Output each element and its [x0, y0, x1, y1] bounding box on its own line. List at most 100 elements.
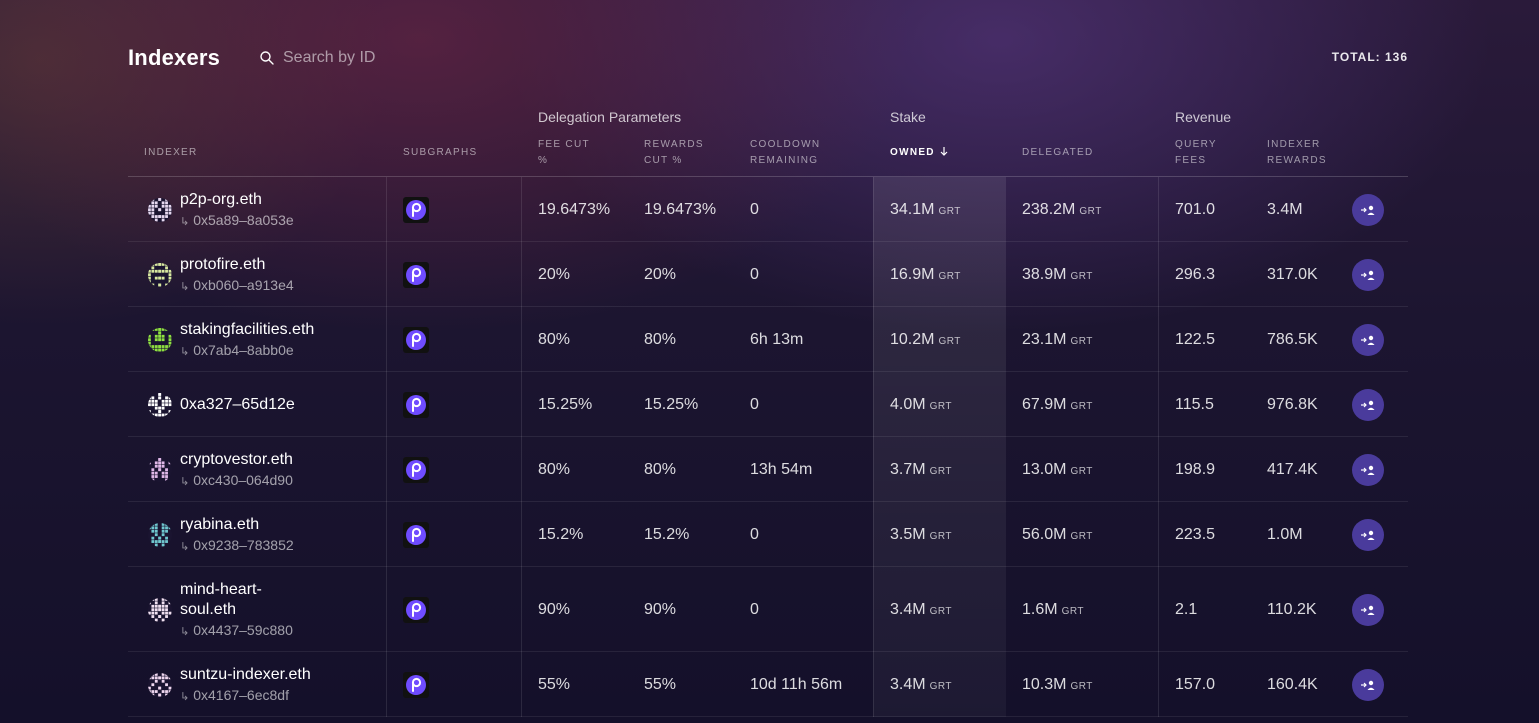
- table-row[interactable]: ryabina.eth ↳ 0x9238–783852 15.2% 15.2% 0 3.5M…: [128, 502, 1408, 567]
- indexer-address-text: 0xb060–a913e4: [193, 276, 294, 293]
- col-owned-label: OWNED: [890, 147, 935, 158]
- query-fees-cell-value: 122.5: [1175, 330, 1216, 348]
- table-row[interactable]: p2p-org.eth ↳ 0x5a89–8a053e 19.6473% 19.6473…: [128, 177, 1408, 242]
- fee-cut-cell-value: 55%: [538, 675, 571, 693]
- indexer-name-block[interactable]: ryabina.eth ↳ 0x9238–783852: [180, 515, 294, 557]
- owned-cell-value: 3.7M: [890, 460, 926, 478]
- indexer-name[interactable]: protofire.eth: [180, 255, 266, 273]
- fee-cut-cell: 90%: [538, 600, 570, 620]
- indexer-rewards-cell: 417.4K: [1267, 460, 1318, 480]
- table-row[interactable]: 0xa327–65d12e 15.25% 15.25% 0 4.0M GRT 67.9M GR…: [128, 372, 1408, 437]
- subgraph-logo-icon[interactable]: [403, 326, 429, 353]
- col-delegated[interactable]: DELEGATED: [1022, 147, 1094, 158]
- query-fees-cell-value: 115.5: [1175, 395, 1214, 413]
- unit-label: GRT: [929, 400, 953, 412]
- indexer-address: ↳ 0xc430–064d90: [180, 470, 293, 492]
- delegated-cell-value: 67.9M: [1022, 395, 1067, 413]
- return-arrow-icon: ↳: [180, 345, 190, 358]
- delegated-cell: 38.9M GRT: [1022, 265, 1093, 287]
- avatar: [148, 457, 172, 482]
- unit-label: GRT: [929, 530, 953, 542]
- return-arrow-icon: ↳: [180, 690, 190, 703]
- subgraph-logo-icon[interactable]: [403, 196, 429, 223]
- delegated-cell: 23.1M GRT: [1022, 330, 1093, 352]
- indexer-name-block[interactable]: protofire.eth ↳ 0xb060–a913e4: [180, 255, 294, 297]
- column-divider: [386, 177, 387, 717]
- unit-label: GRT: [1070, 530, 1093, 542]
- table-row[interactable]: cryptovestor.eth ↳ 0xc430–064d90 80% 80% 13h …: [128, 437, 1408, 502]
- indexer-rewards-cell-value: 417.4K: [1267, 460, 1318, 478]
- subgraph-logo-icon[interactable]: [403, 456, 429, 483]
- rewards-cut-cell-value: 80%: [644, 330, 677, 348]
- indexer-name-block[interactable]: stakingfacilities.eth ↳ 0x7ab4–8abb0e: [180, 320, 314, 362]
- col-indexer[interactable]: INDEXER: [144, 147, 198, 158]
- indexer-address: ↳ 0x4167–6ec8df: [180, 685, 311, 707]
- avatar: [148, 197, 172, 222]
- col-rewards-cut[interactable]: REWARDS CUT %: [644, 137, 704, 169]
- delegate-icon: [1361, 465, 1375, 475]
- rewards-cut-cell-value: 15.25%: [644, 395, 699, 413]
- indexers-table: Delegation Parameters Stake Revenue INDE…: [128, 100, 1408, 717]
- indexer-name[interactable]: stakingfacilities.eth: [180, 320, 315, 338]
- table-row[interactable]: protofire.eth ↳ 0xb060–a913e4 20% 20% 0 16.9M G…: [128, 242, 1408, 307]
- column-header-row: INDEXER SUBGRAPHS FEE CUT % REWARDS CUT …: [128, 132, 1408, 177]
- indexer-rewards-cell-value: 786.5K: [1267, 330, 1318, 348]
- indexer-name[interactable]: soul.eth: [180, 600, 237, 618]
- avatar: [148, 522, 172, 547]
- fee-cut-cell-value: 15.2%: [538, 525, 584, 543]
- indexer-name[interactable]: 0xa327–65d12e: [180, 395, 295, 413]
- delegate-button[interactable]: [1352, 518, 1384, 551]
- search-input[interactable]: [283, 49, 483, 67]
- query-fees-cell: 115.5: [1175, 395, 1214, 415]
- col-cooldown[interactable]: COOLDOWN REMAINING: [750, 137, 820, 169]
- col-fee-cut[interactable]: FEE CUT %: [538, 137, 590, 169]
- indexer-name-block[interactable]: mind-heart-soul.eth ↳ 0x4437–59c880: [180, 580, 293, 642]
- delegate-button[interactable]: [1352, 388, 1384, 421]
- delegation-parameters-group: Delegation Parameters: [538, 109, 682, 125]
- indexer-name-block[interactable]: p2p-org.eth ↳ 0x5a89–8a053e: [180, 190, 294, 232]
- col-query-fees-line2: FEES: [1175, 155, 1207, 166]
- rewards-cut-cell-value: 20%: [644, 265, 677, 283]
- owned-cell: 4.0M GRT: [890, 395, 952, 417]
- col-indexer-rewards[interactable]: INDEXER REWARDS: [1267, 137, 1327, 169]
- indexer-name[interactable]: cryptovestor.eth: [180, 450, 293, 468]
- subgraph-logo-icon[interactable]: [403, 671, 429, 698]
- table-row[interactable]: stakingfacilities.eth ↳ 0x7ab4–8abb0e 80% 80…: [128, 307, 1408, 372]
- indexer-rewards-cell-value: 3.4M: [1267, 200, 1303, 218]
- indexer-address-text: 0xc430–064d90: [193, 471, 293, 488]
- owned-cell: 3.7M GRT: [890, 460, 952, 482]
- subgraph-logo-icon[interactable]: [403, 261, 429, 288]
- indexer-name[interactable]: suntzu-indexer.eth: [180, 665, 311, 683]
- table-row[interactable]: suntzu-indexer.eth ↳ 0x4167–6ec8df 55% 55% 10…: [128, 652, 1408, 717]
- indexer-name[interactable]: mind-heart-: [180, 580, 262, 598]
- delegate-button[interactable]: [1352, 323, 1384, 356]
- rewards-cut-cell: 15.25%: [644, 395, 698, 415]
- search-bar[interactable]: [259, 47, 483, 69]
- delegate-button[interactable]: [1352, 593, 1384, 626]
- indexer-name[interactable]: ryabina.eth: [180, 515, 260, 533]
- indexer-name-block[interactable]: 0xa327–65d12e: [180, 395, 295, 415]
- fee-cut-cell: 80%: [538, 330, 570, 350]
- col-owned[interactable]: OWNED: [890, 145, 949, 161]
- delegate-button[interactable]: [1352, 258, 1384, 291]
- unit-label: GRT: [1070, 465, 1093, 477]
- query-fees-cell-value: 198.9: [1175, 460, 1216, 478]
- unit-label: GRT: [929, 680, 953, 692]
- cooldown-cell-value: 6h 13m: [750, 330, 804, 348]
- col-query-fees[interactable]: QUERY FEES: [1175, 137, 1217, 169]
- indexer-name-block[interactable]: cryptovestor.eth ↳ 0xc430–064d90: [180, 450, 293, 492]
- delegated-cell-value: 23.1M: [1022, 330, 1067, 348]
- subgraph-logo-icon[interactable]: [403, 596, 429, 623]
- indexer-name[interactable]: p2p-org.eth: [180, 190, 262, 208]
- col-subgraphs[interactable]: SUBGRAPHS: [403, 147, 478, 158]
- subgraph-logo-icon[interactable]: [403, 521, 429, 548]
- delegate-button[interactable]: [1352, 193, 1384, 226]
- indexer-name-block[interactable]: suntzu-indexer.eth ↳ 0x4167–6ec8df: [180, 665, 311, 707]
- delegate-icon: [1361, 605, 1375, 615]
- subgraph-logo-icon[interactable]: [403, 391, 429, 418]
- delegate-icon: [1361, 680, 1375, 690]
- delegate-button[interactable]: [1352, 668, 1384, 701]
- delegate-button[interactable]: [1352, 453, 1384, 486]
- search-icon: [260, 51, 274, 65]
- table-row[interactable]: mind-heart-soul.eth ↳ 0x4437–59c880 90% 90% 0…: [128, 567, 1408, 652]
